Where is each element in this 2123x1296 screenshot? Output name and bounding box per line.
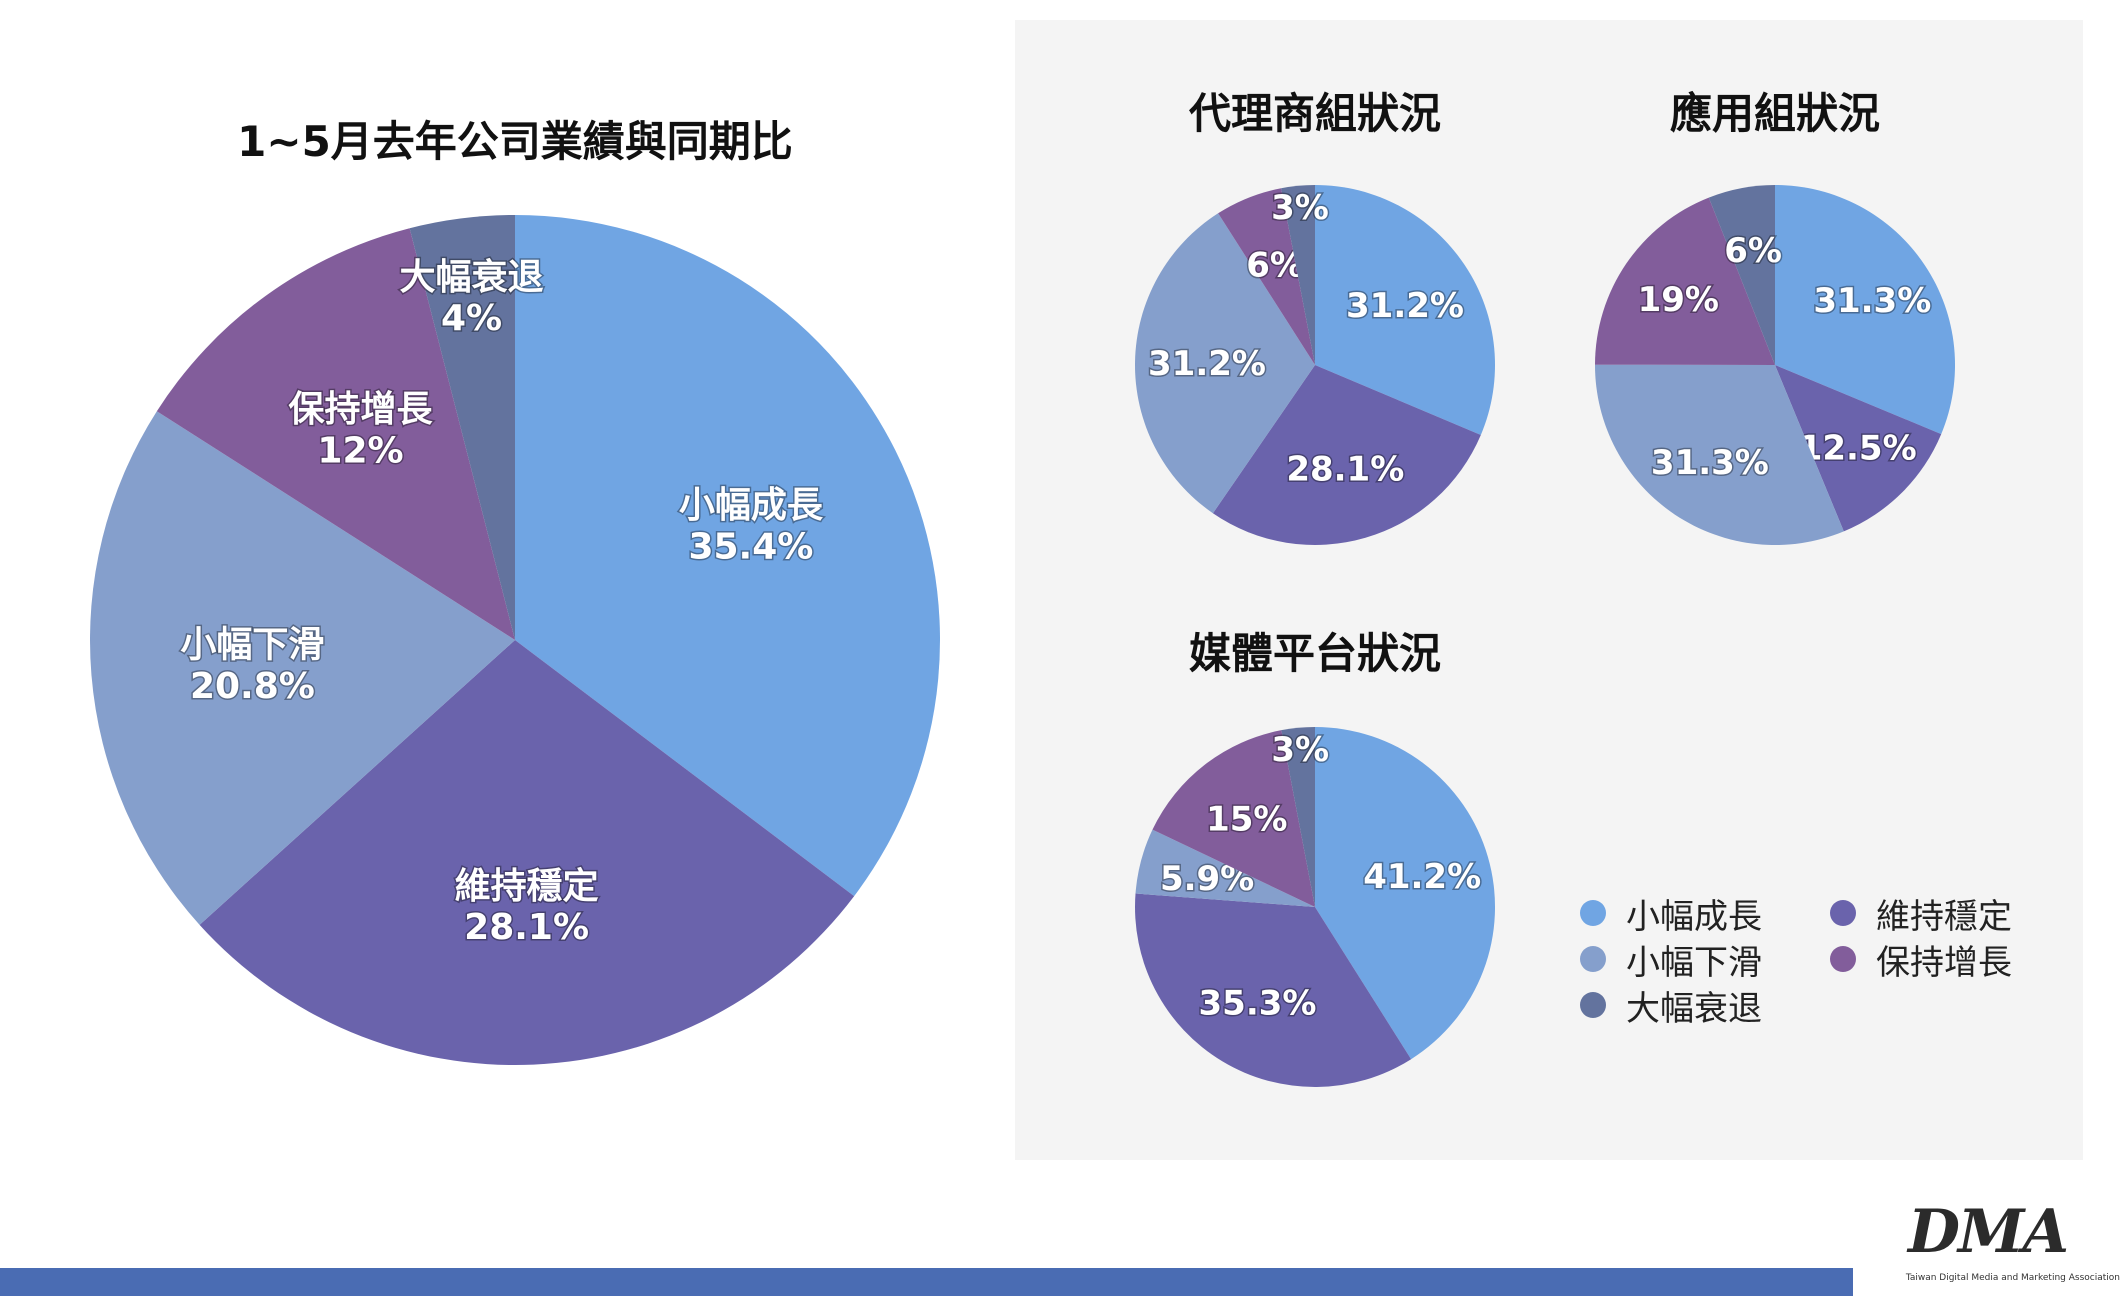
media-pie-chart: 41.2%35.3%5.9%15%3% [1135,727,1496,1088]
app-pie-chart: 31.3% 12.5% 31.3% 19%6% [1594,185,1956,546]
pie-slice [156,228,515,640]
pie-slice [1135,893,1412,1088]
agency-pie-chart: 31.2%28.1%31.2%6%3% [1135,185,1495,546]
slice-value-label: 31.3% [1813,281,1931,321]
legend-swatch [1580,946,1606,972]
slice-value-label: 19% [1638,280,1719,320]
pie-slice [90,411,516,925]
pie-slice [1708,185,1775,365]
slice-value-label: 12.5% [1799,429,1917,469]
pie-slice [199,640,855,1066]
legend-item-stable: 維持穩定 [1830,895,2040,937]
pie-slice [409,215,515,640]
slice-value-label: 31.3% [1651,443,1769,483]
pie-slice [1281,727,1315,907]
pie-slice [1594,364,1844,546]
legend-label: 小幅成長 [1626,896,1762,937]
legend-label: 小幅下滑 [1626,942,1762,983]
slice-value-label: 3% [1271,188,1329,228]
logo-caption: Taiwan Digital Media and Marketing Assoc… [1905,1273,2120,1283]
main-chart-title: 1~5月去年公司業績與同期比 [237,117,793,166]
footer-accent-bar [0,1268,1853,1296]
slice-value-label: 12% [317,431,403,472]
slice-value-label: 28.1% [1286,450,1404,490]
slice-value-label: 35.4% [688,527,813,568]
pie-slice [1775,365,1942,532]
slice-value-label: 20.8% [190,666,315,707]
slice-category-label: 大幅衰退 [399,257,543,298]
legend-item-small-decline: 小幅下滑 [1580,941,1830,983]
pie-slice [1135,829,1315,907]
slice-value-label: 6% [1724,231,1782,271]
slice-value-label: 31.2% [1346,286,1464,326]
legend-label: 保持增長 [1876,942,2012,983]
pie-slice [1152,730,1315,907]
slice-value-label: 35.3% [1199,984,1317,1024]
legend-swatch [1580,900,1606,926]
legend-swatch [1580,992,1606,1018]
legend-item-small-growth: 小幅成長 [1580,895,1830,937]
slice-category-label: 保持增長 [288,389,433,430]
pie-slice [1218,188,1315,365]
slice-value-label: 4% [441,298,502,339]
legend-label: 大幅衰退 [1626,988,1762,1029]
logo-mark: DMA [1908,1197,2069,1267]
slice-value-label: 15% [1206,800,1287,840]
dma-logo: DMA Taiwan Digital Media and Marketing A… [1900,1197,2120,1290]
agency-chart-title: 代理商組狀況 [1188,89,1441,138]
pie-slice [1135,213,1315,514]
slice-value-label: 3% [1271,730,1329,770]
pie-slice [1315,185,1495,435]
pie-slice [1281,185,1315,365]
pie-slice [1212,365,1481,546]
slice-category-label: 維持穩定 [455,866,599,907]
pie-slice [1315,727,1496,1060]
pie-slice [1595,197,1775,365]
slice-category-label: 小幅成長 [679,485,824,526]
slice-value-label: 28.1% [464,907,589,948]
chart-legend: 小幅成長 維持穩定 小幅下滑 保持增長 大幅衰退 [1580,895,2040,1029]
legend-item-keep-growth: 保持增長 [1830,941,2040,983]
pie-slice [1775,185,1956,435]
legend-swatch [1830,946,1856,972]
slice-category-label: 小幅下滑 [180,624,324,665]
legend-label: 維持穩定 [1876,896,2012,937]
app-chart-title: 應用組狀況 [1669,89,1880,138]
legend-swatch [1830,900,1856,926]
media-chart-title: 媒體平台狀況 [1188,629,1441,678]
slice-value-label: 41.2% [1363,857,1481,897]
legend-item-big-decline: 大幅衰退 [1580,987,1830,1029]
slice-value-label: 31.2% [1148,344,1266,384]
pie-slice [515,215,941,897]
